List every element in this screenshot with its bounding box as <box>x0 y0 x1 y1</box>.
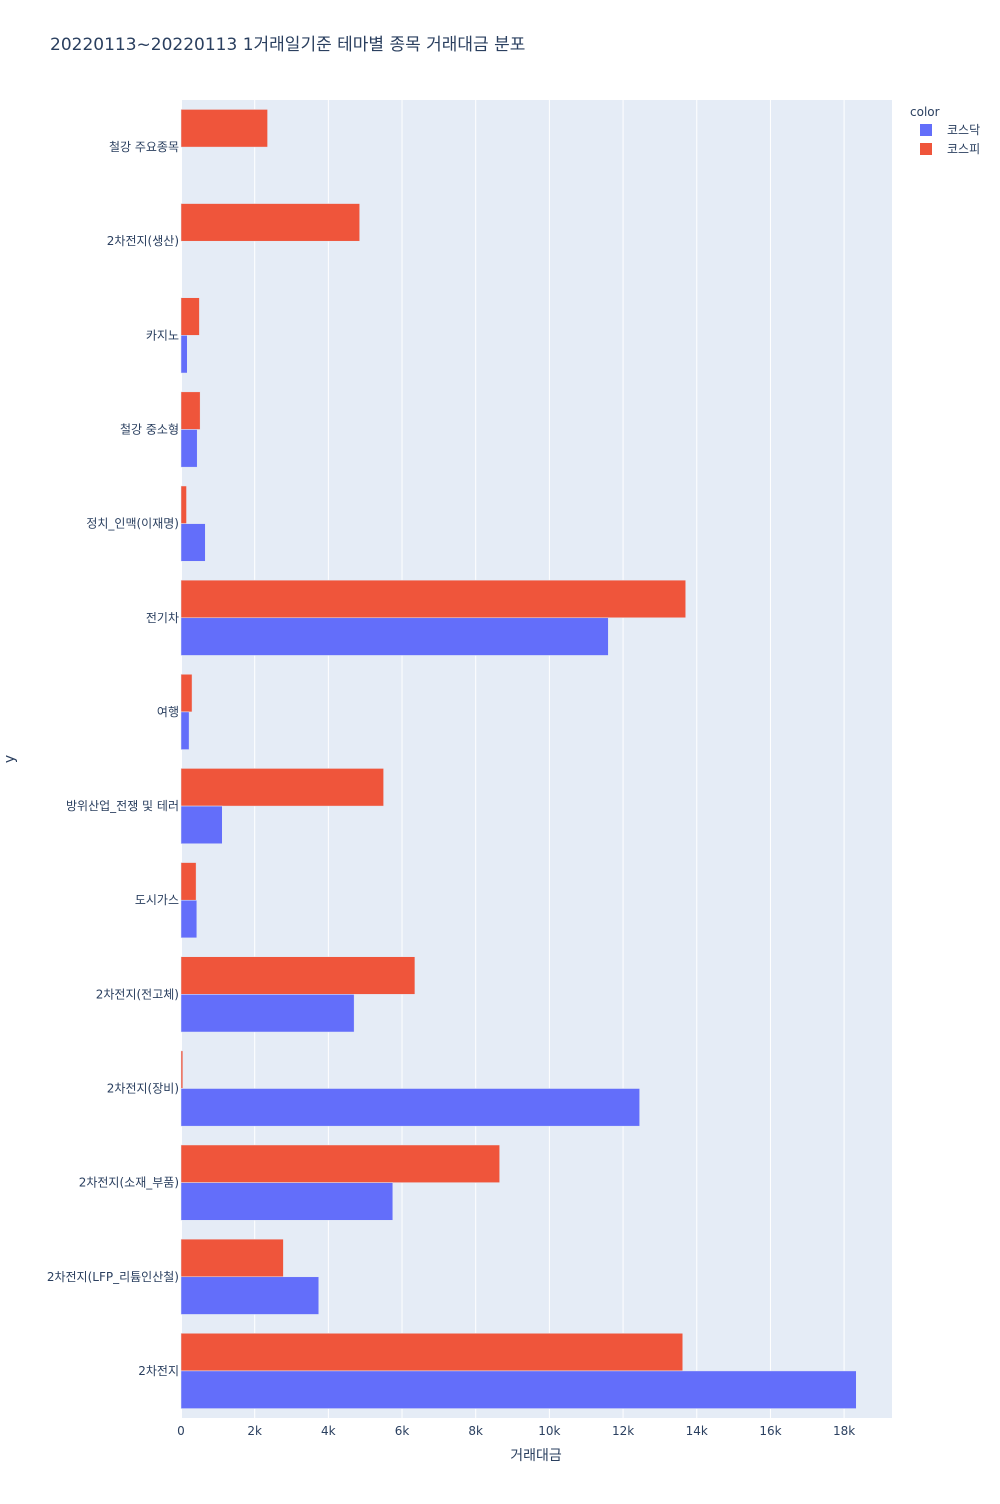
y-tick-label: 철강 중소형 <box>120 423 179 437</box>
y-tick-label: 방위산업_전쟁 및 테러 <box>66 799 179 813</box>
y-tick-label: 철강 주요종목 <box>109 140 179 154</box>
legend-label: 코스닥 <box>947 123 980 137</box>
bar-kospi[interactable]: 2차전지(소재_부품) / 코스피: 8650 <box>180 1144 500 1183</box>
x-tick-label: 6k <box>395 1424 410 1438</box>
x-tick-label: 2k <box>247 1424 262 1438</box>
bar-kospi[interactable]: 2차전지(LFP_리튬인산철) / 코스피: 2780 <box>180 1238 284 1278</box>
y-tick-label: 2차전지(전고체) <box>96 987 179 1001</box>
x-tick-label: 16k <box>759 1424 781 1438</box>
bar-kospi[interactable]: 정치_인맥(이재명) / 코스피: 150 <box>180 485 187 524</box>
bar-kosdaq[interactable]: 2차전지(장비) / 코스닥: 12450 <box>180 1088 640 1127</box>
legend-swatch <box>920 124 932 136</box>
y-tick-label: 여행 <box>157 704 179 719</box>
bar-kospi[interactable]: 철강 중소형 / 코스피: 520 <box>180 391 201 430</box>
x-tick-label: 12k <box>612 1424 634 1438</box>
legend-swatch <box>920 143 932 155</box>
bar-kospi[interactable]: 방위산업_전쟁 및 테러 / 코스피: 5500 <box>180 768 384 807</box>
bar-kospi[interactable]: 2차전지(생산) / 코스피: 4850 <box>180 203 360 242</box>
y-tick-label: 2차전지(소재_부품) <box>79 1176 179 1190</box>
bar-kosdaq[interactable]: 정치_인맥(이재명) / 코스닥: 660 <box>180 523 206 562</box>
x-tick-label: 4k <box>321 1424 336 1438</box>
x-tick-label: 10k <box>538 1424 560 1438</box>
y-tick-label: 도시가스 <box>135 893 179 907</box>
bar-kosdaq[interactable]: 철강 중소형 / 코스닥: 440 <box>180 429 198 468</box>
y-tick-label: 2차전지(생산) <box>107 234 179 248</box>
bar-kospi[interactable]: 전기차 / 코스피: 13700 <box>180 579 686 619</box>
bar-kospi[interactable]: 2차전지 / 코스피: 13620 <box>180 1333 684 1372</box>
x-axis-title: 거래대금 <box>510 1448 562 1464</box>
bar-kosdaq[interactable]: 여행 / 코스닥: 220 <box>180 711 190 750</box>
bar-kospi[interactable]: 도시가스 / 코스피: 410 <box>180 862 197 901</box>
bar-kosdaq[interactable]: 카지노 / 코스닥: 170 <box>180 335 188 374</box>
bar-kospi[interactable]: 2차전지(전고체) / 코스피: 6350 <box>180 956 416 995</box>
bar-kosdaq[interactable]: 방위산업_전쟁 및 테러 / 코스닥: 1120 <box>180 805 223 844</box>
bar-kospi[interactable]: 철강 주요종목 / 코스피: 2350 <box>180 109 268 148</box>
y-axis-title: y <box>2 755 18 763</box>
y-tick-label: 2차전지 <box>138 1364 179 1378</box>
bar-kosdaq[interactable]: 전기차 / 코스닥: 11600 <box>180 617 609 656</box>
legend-label: 코스피 <box>947 142 980 156</box>
x-tick-label: 18k <box>833 1424 855 1438</box>
chart-title: 20220113~20220113 1거래일기준 테마별 종목 거래대금 분포 <box>50 35 525 55</box>
bar-kosdaq[interactable]: 2차전지 / 코스닥: 18330 <box>180 1370 857 1409</box>
bar-kosdaq[interactable]: 2차전지(전고체) / 코스닥: 4700 <box>180 994 355 1033</box>
x-axis: 0 2k 4k 6k 8k 10k 12k 14k 16k 18k <box>177 1424 855 1438</box>
y-tick-label: 전기차 <box>146 611 179 625</box>
bar-kosdaq[interactable]: 도시가스 / 코스닥: 430 <box>180 899 198 939</box>
x-tick-label: 8k <box>468 1424 483 1438</box>
bar-kospi[interactable]: 카지노 / 코스피: 500 <box>180 297 200 336</box>
y-tick-label: 2차전지(LFP_리튬인산철) <box>47 1270 179 1284</box>
x-tick-label: 0 <box>177 1424 185 1438</box>
y-tick-label: 카지노 <box>146 328 179 342</box>
legend-title: color <box>910 105 940 119</box>
x-tick-label: 14k <box>686 1424 708 1438</box>
bar-kospi[interactable]: 2차전지(장비) / 코스피: 50 <box>180 1050 184 1089</box>
y-tick-label: 정치_인맥(이재명) <box>86 517 179 531</box>
bar-kospi[interactable]: 여행 / 코스피: 300 <box>180 674 193 713</box>
bars: 철강 주요종목 / 코스피: 2350철강 주요종목 / 코스닥: 02차전지(… <box>180 109 857 1409</box>
bar-kosdaq[interactable]: 2차전지(소재_부품) / 코스닥: 5750 <box>180 1182 394 1221</box>
legend-item-kosdaq[interactable]: 코스닥 <box>920 123 980 137</box>
legend-item-kospi[interactable]: 코스피 <box>920 142 980 156</box>
y-tick-label: 2차전지(장비) <box>107 1082 179 1096</box>
bar-kosdaq[interactable]: 2차전지(LFP_리튬인산철) / 코스닥: 3740 <box>180 1276 320 1315</box>
